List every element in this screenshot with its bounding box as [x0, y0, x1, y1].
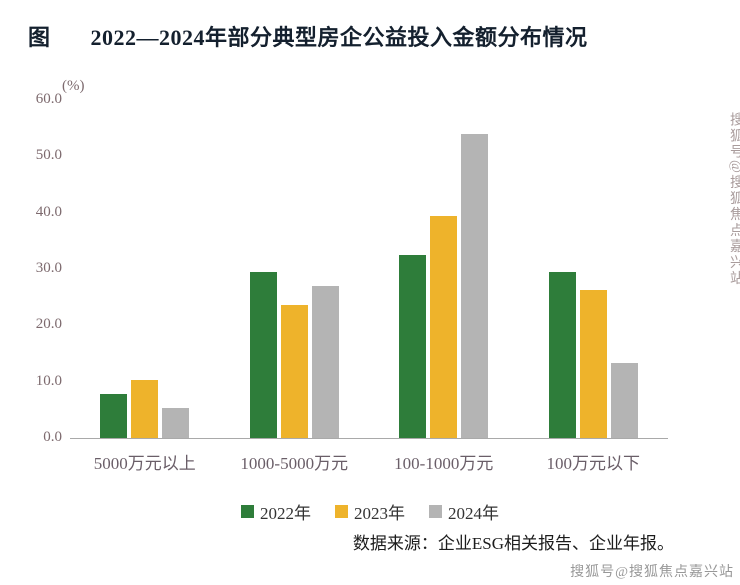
bar-group [100, 100, 190, 438]
x-axis-label: 100-1000万元 [394, 454, 494, 473]
bar-2024年-5000万元以上 [162, 407, 190, 438]
x-axis-label: 5000万元以上 [93, 454, 196, 473]
y-tick-label: 10.0 [35, 372, 62, 389]
y-tick-label: 60.0 [35, 91, 62, 107]
x-axis-labels: 5000万元以上 1000-5000万元 100-1000万元 100万元以下 [70, 449, 668, 474]
bar-group [249, 100, 339, 438]
watermark-bottom: 搜狐号@搜狐焦点嘉兴站 [570, 565, 734, 580]
legend-label: 2022年 [260, 504, 311, 523]
bar-group [548, 100, 638, 438]
y-tick-label: 50.0 [35, 147, 62, 164]
bar-2022年-1000-5000万元 [249, 271, 277, 438]
x-axis-label: 100万元以下 [546, 454, 641, 473]
bar-2024年-100万元以下 [610, 363, 638, 438]
chart-title: 2022—2024年部分典型房企公益投入金额分布情况 [90, 25, 588, 50]
watermark-vertical: 搜狐号@搜狐焦点嘉兴站 [728, 112, 740, 287]
y-tick-label: 20.0 [35, 316, 62, 333]
y-tick-label: 40.0 [35, 203, 62, 220]
legend-label: 2023年 [354, 504, 405, 523]
legend-label: 2024年 [448, 504, 499, 523]
bar-2024年-100-1000万元 [461, 134, 489, 438]
y-axis-unit: (%) [62, 78, 85, 94]
legend-swatch [241, 505, 254, 518]
y-tick-label: 30.0 [35, 260, 62, 276]
figure-label: 图 [28, 25, 51, 50]
legend-swatch [429, 505, 442, 518]
y-tick-label: 0.0 [43, 429, 62, 445]
bar-2022年-5000万元以上 [100, 394, 128, 438]
chart-title-row: 图 2022—2024年部分典型房企公益投入金额分布情况 [28, 20, 588, 52]
bar-2023年-1000-5000万元 [280, 305, 308, 438]
x-axis-label: 1000-5000万元 [240, 454, 349, 473]
legend-item-2024年: 2024年 [429, 499, 499, 524]
bar-2022年-100万元以下 [548, 271, 576, 438]
legend-item-2022年: 2022年 [241, 499, 311, 524]
legend: 2022年 2023年 2024年 [0, 499, 740, 524]
bar-2024年-1000-5000万元 [311, 286, 339, 438]
bar-group [399, 100, 489, 438]
bar-2023年-100-1000万元 [430, 216, 458, 438]
plot-area: 60.0 50.0 40.0 30.0 20.0 10.0 0.0 5000万元以上 1000… [36, 91, 668, 473]
data-source: 数据来源：企业ESG相关报告、企业年报。 [352, 534, 674, 553]
bar-2023年-5000万元以上 [131, 379, 159, 438]
bar-2023年-100万元以下 [579, 290, 607, 438]
bar-2022年-100-1000万元 [399, 255, 427, 438]
legend-swatch [335, 505, 348, 518]
legend-item-2023年: 2023年 [335, 499, 405, 524]
bars-container [70, 100, 668, 438]
